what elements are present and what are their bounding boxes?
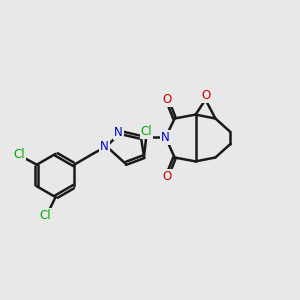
Text: N: N [161,131,170,144]
Text: O: O [163,93,172,106]
Text: Cl: Cl [13,148,25,161]
Text: O: O [163,170,172,183]
Text: Cl: Cl [141,125,152,139]
Text: Cl: Cl [40,209,51,222]
Text: O: O [201,89,210,102]
Text: N: N [114,126,123,139]
Text: N: N [100,140,109,153]
